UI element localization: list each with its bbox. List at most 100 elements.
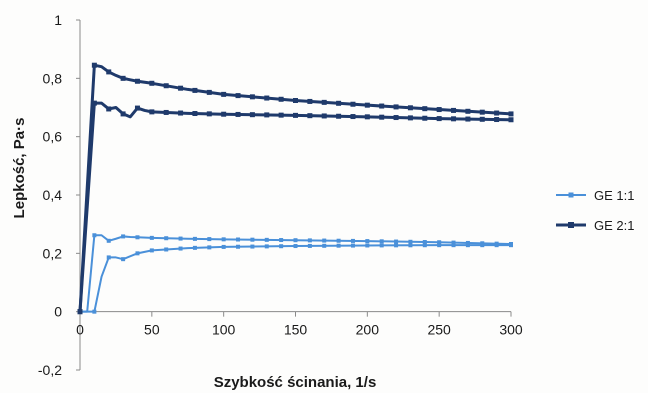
data-point xyxy=(408,243,413,248)
x-tick-label: 300 xyxy=(499,322,523,338)
data-point xyxy=(480,243,485,248)
x-axis-title: Szybkość ścinania, 1/s xyxy=(214,374,377,391)
data-point xyxy=(121,257,126,262)
y-tick-label: 0,2 xyxy=(43,245,63,261)
data-point xyxy=(192,87,198,93)
data-point xyxy=(465,116,471,122)
data-point xyxy=(336,113,342,119)
data-point xyxy=(278,96,284,102)
data-point xyxy=(206,111,212,117)
x-tick-label: 150 xyxy=(284,322,308,338)
data-point xyxy=(321,113,327,119)
data-point xyxy=(106,238,111,243)
data-point xyxy=(149,235,154,240)
legend-swatch-marker xyxy=(568,192,574,198)
data-point xyxy=(437,243,442,248)
data-point xyxy=(322,243,327,248)
series-1 xyxy=(78,233,513,314)
data-point xyxy=(422,240,427,245)
data-point xyxy=(120,75,126,81)
series-line xyxy=(78,101,512,312)
data-point xyxy=(307,113,313,119)
data-point xyxy=(379,239,384,244)
data-point xyxy=(235,111,241,117)
series-2 xyxy=(77,62,514,315)
data-point xyxy=(321,99,327,105)
legend: GE 1:1 GE 2:1 xyxy=(556,188,634,233)
data-point xyxy=(221,244,226,249)
data-point xyxy=(508,117,514,123)
data-point xyxy=(293,244,298,249)
data-point xyxy=(465,243,470,248)
series-line xyxy=(80,244,511,313)
data-point xyxy=(307,238,312,243)
data-point xyxy=(364,114,370,120)
data-point xyxy=(250,237,255,242)
data-point xyxy=(121,234,126,239)
data-point xyxy=(163,83,169,89)
data-point xyxy=(436,116,442,122)
data-point xyxy=(135,251,140,256)
data-point xyxy=(379,243,384,248)
data-point xyxy=(207,237,212,242)
y-tick-label: 0,4 xyxy=(43,187,63,203)
data-point xyxy=(92,233,97,238)
legend-swatch-marker xyxy=(568,222,574,228)
data-point xyxy=(221,237,226,242)
axes: -0,2 0 0,2 0,4 0,6 0,8 1 0 50 100 150 200 250 300 xyxy=(38,12,523,378)
data-point xyxy=(279,238,284,243)
x-tick-label: 50 xyxy=(144,322,160,338)
series-layer xyxy=(77,62,514,315)
data-point xyxy=(164,247,169,252)
data-point xyxy=(465,108,471,114)
data-point xyxy=(135,235,140,240)
data-point xyxy=(407,115,413,121)
data-point xyxy=(264,237,269,242)
x-tick-label: 250 xyxy=(427,322,451,338)
data-point xyxy=(178,246,183,251)
data-point xyxy=(494,110,500,116)
data-point xyxy=(407,105,413,111)
legend-label: GE 2:1 xyxy=(594,218,634,233)
data-point xyxy=(350,243,355,248)
data-point xyxy=(451,243,456,248)
data-point xyxy=(221,91,227,97)
data-point xyxy=(236,237,241,242)
data-point xyxy=(365,239,370,244)
data-point xyxy=(508,111,514,117)
data-point xyxy=(278,112,284,118)
y-tick-label: -0,2 xyxy=(38,362,62,378)
data-point xyxy=(393,104,399,110)
y-tick-label: 1 xyxy=(54,12,62,28)
data-point xyxy=(236,244,241,249)
data-point xyxy=(494,117,500,123)
data-point xyxy=(293,238,298,243)
data-point xyxy=(178,236,183,241)
x-tick-label: 200 xyxy=(356,322,380,338)
y-tick-label: 0,8 xyxy=(43,70,63,86)
data-point xyxy=(91,62,97,68)
data-point xyxy=(293,98,298,103)
data-point xyxy=(350,114,356,120)
data-point xyxy=(77,309,83,315)
data-point xyxy=(379,114,385,120)
data-point xyxy=(178,110,184,116)
y-tick-label: 0 xyxy=(54,304,62,320)
data-point xyxy=(149,80,155,86)
data-point xyxy=(249,94,255,100)
data-point xyxy=(178,85,184,91)
data-point xyxy=(264,95,270,101)
data-point xyxy=(422,106,428,112)
data-point xyxy=(394,243,399,248)
data-point xyxy=(451,240,456,245)
data-point xyxy=(106,106,112,112)
data-point xyxy=(379,103,385,109)
data-point xyxy=(422,243,427,248)
x-tick-label: 100 xyxy=(212,322,236,338)
data-point xyxy=(293,112,298,118)
data-point xyxy=(106,255,111,260)
data-point xyxy=(336,238,341,243)
data-point xyxy=(235,93,241,99)
data-point xyxy=(393,115,399,121)
